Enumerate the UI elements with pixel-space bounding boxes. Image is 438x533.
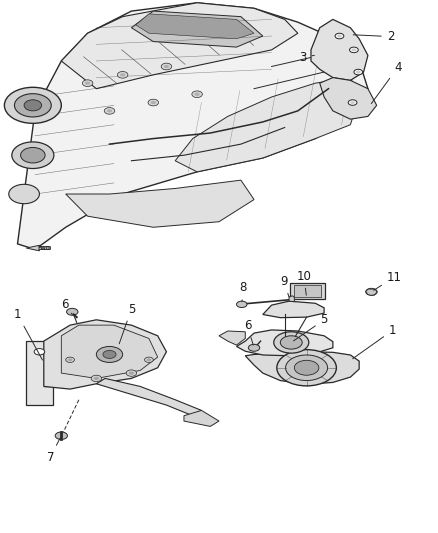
Circle shape	[366, 288, 377, 295]
Circle shape	[117, 71, 128, 78]
Circle shape	[337, 35, 342, 37]
Circle shape	[85, 82, 90, 85]
Polygon shape	[237, 330, 333, 356]
Circle shape	[12, 142, 54, 168]
Text: 10: 10	[297, 270, 311, 295]
Polygon shape	[44, 320, 166, 389]
Circle shape	[14, 94, 51, 117]
Circle shape	[82, 80, 93, 86]
Text: 2: 2	[353, 30, 394, 43]
Circle shape	[9, 184, 39, 204]
Circle shape	[286, 355, 328, 381]
Circle shape	[274, 332, 309, 353]
Polygon shape	[18, 3, 368, 249]
Polygon shape	[66, 180, 254, 227]
Polygon shape	[219, 331, 245, 345]
Circle shape	[277, 350, 336, 386]
Polygon shape	[263, 301, 324, 318]
Circle shape	[126, 370, 137, 376]
Circle shape	[192, 91, 202, 98]
Circle shape	[354, 69, 363, 75]
Circle shape	[94, 377, 99, 380]
Circle shape	[129, 372, 134, 375]
Circle shape	[96, 346, 123, 362]
Text: 4: 4	[371, 61, 402, 103]
Polygon shape	[311, 19, 368, 80]
Circle shape	[91, 375, 102, 382]
Circle shape	[161, 63, 172, 70]
Circle shape	[66, 357, 74, 362]
Circle shape	[120, 73, 125, 77]
Circle shape	[280, 336, 302, 349]
Text: 11: 11	[374, 271, 402, 290]
Text: 7: 7	[46, 438, 60, 464]
Circle shape	[237, 301, 247, 308]
Circle shape	[148, 99, 159, 106]
Text: 1: 1	[353, 324, 396, 359]
Circle shape	[34, 349, 45, 355]
Circle shape	[350, 47, 358, 53]
Text: 3: 3	[299, 51, 314, 64]
Polygon shape	[320, 78, 377, 119]
Circle shape	[352, 49, 356, 51]
Circle shape	[145, 357, 153, 362]
Text: 9: 9	[280, 275, 289, 297]
Circle shape	[104, 108, 115, 114]
Polygon shape	[61, 3, 298, 88]
FancyBboxPatch shape	[290, 284, 325, 299]
Circle shape	[151, 101, 156, 104]
Text: 6: 6	[244, 319, 253, 345]
Polygon shape	[289, 296, 294, 302]
Polygon shape	[26, 245, 50, 251]
Text: FWD: FWD	[37, 246, 50, 251]
Text: 8: 8	[240, 281, 247, 302]
Circle shape	[21, 148, 45, 163]
Circle shape	[4, 87, 61, 123]
Circle shape	[164, 65, 169, 68]
Circle shape	[356, 71, 360, 74]
Polygon shape	[96, 378, 201, 416]
Circle shape	[348, 100, 357, 106]
Circle shape	[147, 358, 151, 361]
FancyBboxPatch shape	[294, 286, 321, 297]
Polygon shape	[175, 78, 359, 172]
Polygon shape	[184, 410, 219, 426]
Circle shape	[103, 351, 116, 358]
Circle shape	[88, 342, 131, 367]
Circle shape	[335, 33, 344, 39]
Circle shape	[294, 360, 319, 375]
Polygon shape	[26, 341, 53, 405]
Polygon shape	[61, 325, 158, 378]
Text: 6: 6	[61, 298, 72, 314]
Polygon shape	[245, 352, 359, 384]
Text: 5: 5	[119, 303, 135, 344]
Circle shape	[350, 101, 355, 104]
Circle shape	[67, 308, 78, 315]
Circle shape	[194, 93, 200, 96]
Polygon shape	[131, 11, 263, 47]
Circle shape	[107, 109, 112, 112]
Circle shape	[24, 100, 42, 111]
Circle shape	[68, 358, 72, 361]
Circle shape	[248, 344, 260, 351]
Text: 1: 1	[14, 308, 42, 360]
Polygon shape	[136, 14, 254, 39]
Text: 5: 5	[293, 313, 328, 341]
Circle shape	[55, 432, 67, 439]
